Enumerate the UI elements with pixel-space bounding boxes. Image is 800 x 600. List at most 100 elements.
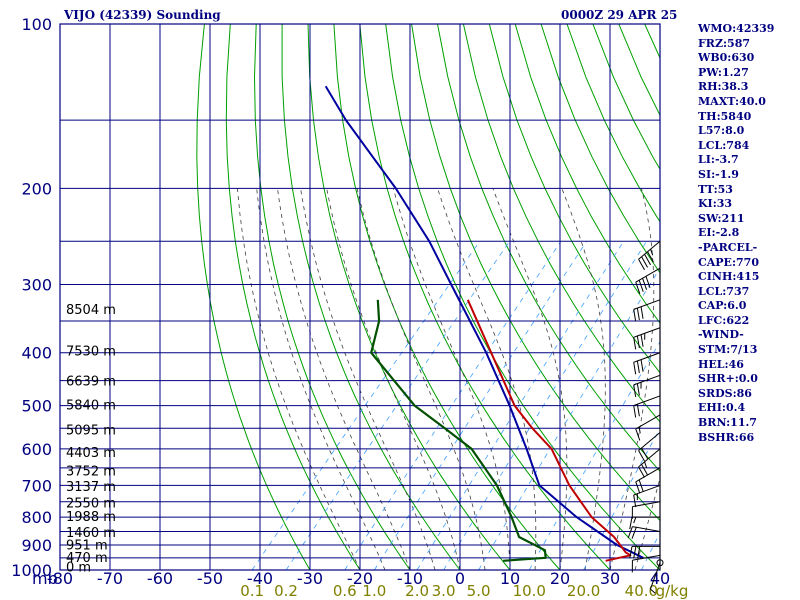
wind-barb-flag	[638, 450, 645, 462]
height-label: 0 m	[66, 561, 91, 576]
wind-barb-flag	[636, 307, 640, 321]
mixing-ratio-label: 0.2	[274, 582, 298, 600]
index-line: LCL:784	[698, 138, 750, 152]
wind-barb-staff	[635, 414, 661, 430]
dry-adiabat-line	[307, 24, 511, 570]
moist-adiabat-line	[634, 476, 660, 570]
temperature-tick-label: -80	[47, 569, 73, 588]
wind-barb-staff	[635, 467, 661, 483]
wind-barb	[635, 267, 661, 294]
temperature-tick-label: 10	[500, 569, 520, 588]
wind-barb-flag	[641, 447, 648, 459]
parcel-trace-line	[324, 85, 644, 559]
wind-barb	[633, 374, 661, 398]
mixing-ratio-label: 3.0	[432, 582, 456, 600]
wind-barb-flag	[650, 588, 656, 594]
wind-barb-flag	[638, 280, 644, 292]
index-line: PW:1.27	[698, 65, 749, 79]
wind-barb-flag	[636, 383, 640, 396]
wind-barb-flag	[633, 516, 637, 524]
moist-adiabat-line	[356, 188, 486, 570]
wind-barb-staff	[633, 374, 661, 386]
index-line: WMO:42339	[698, 22, 775, 35]
height-label: 3752 m	[66, 464, 116, 479]
wind-barb	[638, 432, 661, 462]
index-line: CAP:6.0	[698, 299, 747, 313]
index-line: MAXT:40.0	[698, 94, 766, 108]
wind-barb-flag	[633, 362, 637, 375]
wind-barb-flag	[645, 276, 651, 288]
temperature-tick-label: 40	[650, 569, 670, 588]
index-line: SRDS:86	[698, 386, 752, 400]
height-label: 5095 m	[66, 423, 116, 438]
dry-adiabat-line	[540, 24, 660, 274]
wind-barb	[633, 484, 661, 508]
wind-barb-staff	[638, 432, 661, 451]
wind-barb-flag	[644, 461, 648, 469]
dewpoint-profile-line	[370, 299, 547, 562]
index-line: -PARCEL-	[698, 240, 758, 254]
mixing-ratio-label: 0.6	[333, 582, 357, 600]
index-line: BRN:11.7	[698, 416, 757, 430]
mixing-ratio-line	[285, 241, 510, 570]
dry-adiabat-line	[225, 24, 361, 570]
mixing-ratio-label: 20.0	[567, 582, 600, 600]
wind-barb-staff	[633, 352, 661, 363]
height-label: 7530 m	[66, 345, 116, 360]
wind-barb	[633, 299, 661, 322]
chart-title: VIJO (42339) Sounding	[64, 8, 221, 22]
temperature-tick-label: -10	[397, 569, 423, 588]
height-label: 6639 m	[66, 375, 116, 390]
profiles	[324, 85, 644, 562]
moist-adiabat-line	[237, 188, 361, 570]
height-label: 5840 m	[66, 399, 116, 414]
index-line: KI:33	[698, 197, 733, 211]
index-line: HEL:46	[698, 357, 744, 371]
pressure-tick-label: 200	[21, 179, 52, 198]
mixing-ratio-line	[251, 241, 481, 570]
wind-barb-flag	[633, 546, 637, 559]
height-label: 8504 m	[66, 303, 116, 318]
pressure-tick-label: 500	[21, 397, 52, 416]
index-line: TT:53	[698, 182, 733, 196]
pressure-tick-label: 700	[21, 476, 52, 495]
wind-barb-staff	[633, 484, 661, 496]
index-line: SW:211	[698, 211, 745, 225]
index-line: CAPE:770	[698, 255, 759, 269]
mixing-ratio-label: 1.0	[362, 582, 386, 600]
index-line: LCL:737	[698, 284, 750, 298]
mixing-ratio-label: 40.0	[625, 582, 658, 600]
mixing-ratio-label: 0.1	[240, 582, 264, 600]
dry-adiabat-line	[462, 24, 660, 423]
height-label: 951 m	[66, 539, 108, 554]
mixing-ratio-line	[443, 241, 647, 570]
wind-barb-staff	[633, 395, 661, 407]
temperature-tick-label: -50	[197, 569, 223, 588]
pressure-tick-label: 1000	[11, 561, 52, 580]
dry-adiabat-line	[359, 24, 611, 570]
wind-barb-flag	[647, 251, 654, 263]
index-line: STM:7/13	[698, 343, 758, 357]
wind-barb	[638, 448, 661, 478]
index-line: RH:38.3	[698, 80, 749, 94]
dry-adiabat-line	[196, 24, 311, 570]
pressure-unit-label: mb	[32, 569, 58, 588]
height-label: 3137 m	[66, 480, 116, 495]
wind-barb-staff	[633, 299, 661, 310]
index-line: FRZ:587	[698, 36, 751, 50]
wind-barbs	[627, 240, 664, 594]
temperature-tick-label: -30	[297, 569, 323, 588]
wind-barb	[633, 352, 661, 375]
temperature-tick-label: 30	[600, 569, 620, 588]
dry-adiabat-line	[488, 24, 660, 374]
temperature-tick-label: 0	[455, 569, 465, 588]
mixing-ratio-line	[478, 267, 660, 570]
height-label: 1988 m	[66, 510, 116, 525]
mixing-ratio-line	[416, 241, 625, 570]
wind-barb	[631, 501, 661, 519]
wind-barb	[635, 467, 661, 494]
wind-barb-flag	[627, 526, 633, 539]
wind-barb-flag	[637, 546, 641, 559]
wind-barb-flag	[629, 546, 633, 559]
index-line: LFC:622	[698, 313, 750, 327]
